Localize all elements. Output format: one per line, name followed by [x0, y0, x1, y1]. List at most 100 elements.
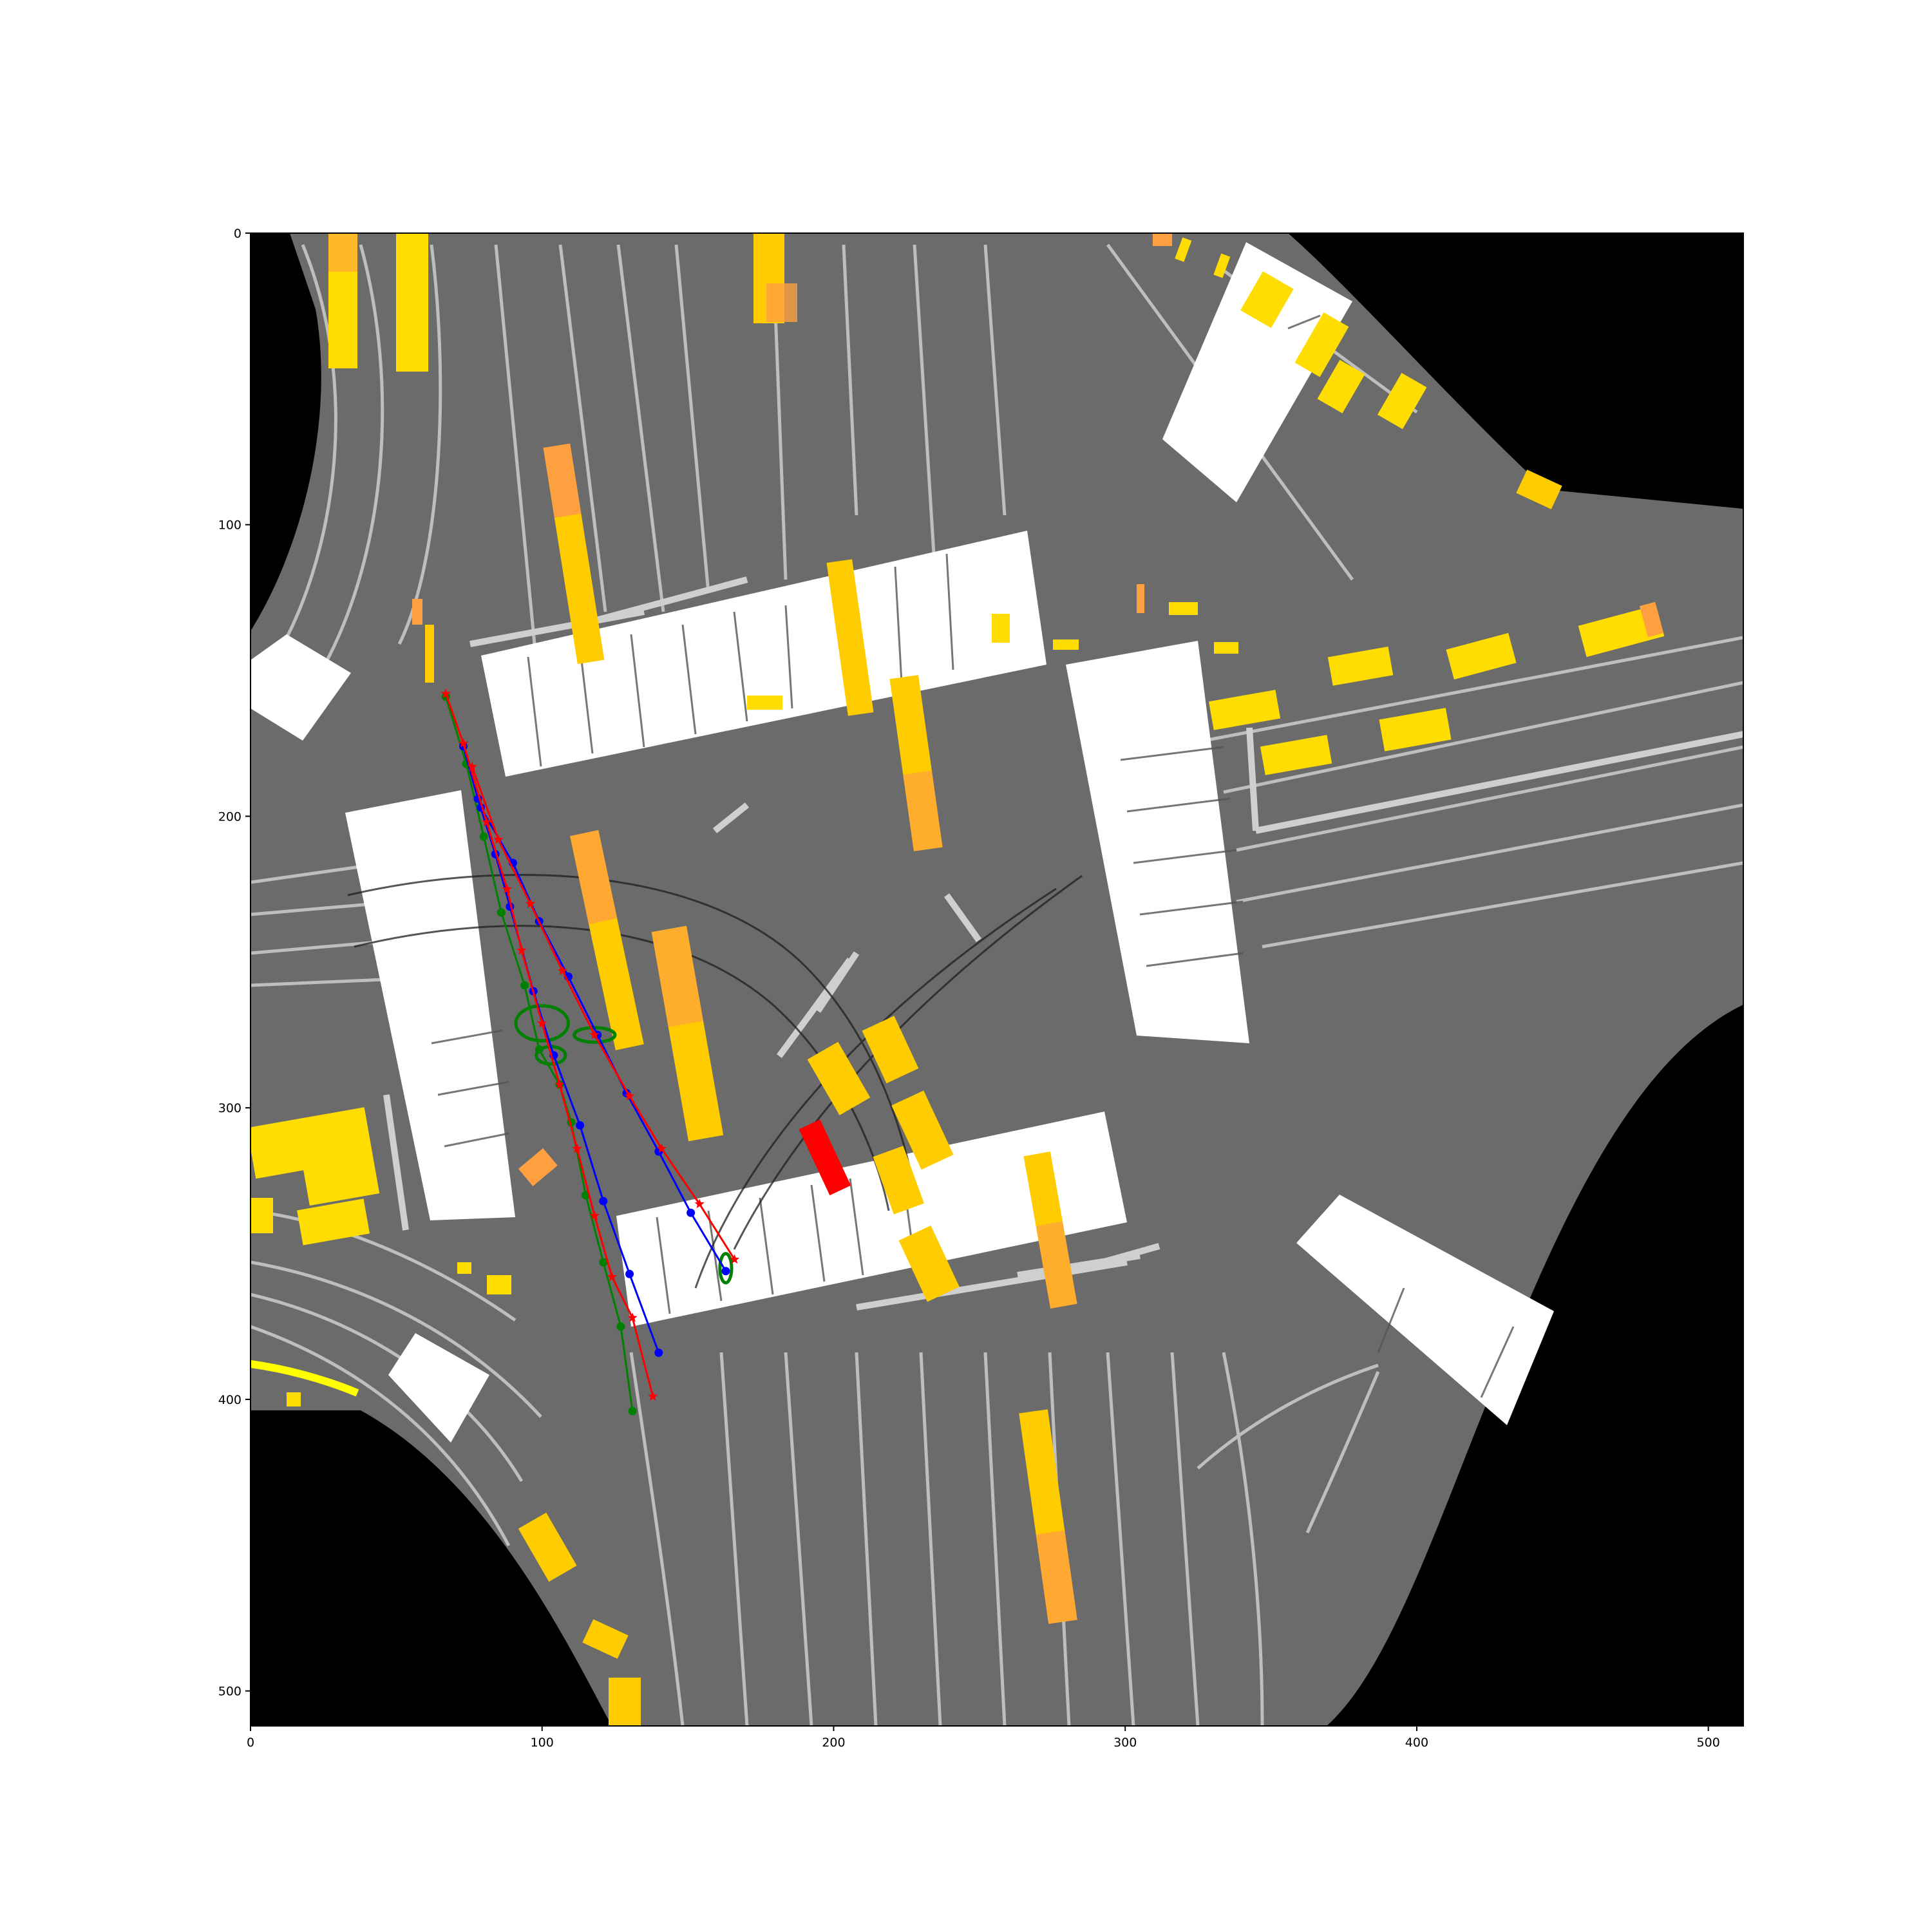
curbs [383, 576, 1743, 1311]
y-tick-label: 400 [218, 1393, 242, 1407]
trajectory-point-star [729, 1254, 740, 1264]
agent-box [412, 599, 422, 625]
trajectory-line [444, 693, 654, 1397]
agent-box [1260, 735, 1332, 775]
agent-box [807, 1041, 871, 1115]
trajectory-point-star [537, 1018, 547, 1028]
yellow-curb [251, 1360, 359, 1397]
y-tick-label: 100 [218, 518, 242, 533]
trajectory-point-star [502, 884, 512, 894]
agent-box [1169, 602, 1198, 615]
x-tick-label: 0 [247, 1736, 254, 1750]
agent-box [287, 1392, 301, 1406]
trajectory-point-star [516, 945, 527, 955]
trajectory-point-star [467, 761, 477, 771]
trajectory-series [440, 688, 740, 1416]
trajectory-point-star [627, 1312, 638, 1322]
agent-box [903, 770, 943, 851]
trajectory-point [576, 1121, 585, 1130]
x-tick-label: 400 [1405, 1736, 1428, 1750]
plot-frame [250, 232, 1744, 1727]
agent-box [1036, 1221, 1077, 1309]
agent-box [766, 283, 797, 322]
agent-box [303, 1156, 380, 1206]
trajectory-line [444, 696, 634, 1412]
trajectory-point-star [493, 834, 504, 844]
agent-box [1175, 237, 1192, 262]
trajectory-point-star [557, 965, 567, 975]
trajectory-point [479, 832, 488, 841]
agent-box [570, 829, 618, 925]
agent-box [651, 925, 703, 1027]
y-tick-label: 300 [218, 1101, 242, 1115]
trajectory-point-star [589, 1210, 600, 1220]
trajectory-point-star [554, 1079, 565, 1089]
x-axis: 0 100 200 300 400 500 [247, 1726, 1720, 1750]
agent-box [1294, 312, 1349, 377]
trajectory-point [721, 1267, 730, 1276]
trajectory-point-star [648, 1391, 658, 1401]
trajectory-point-star [572, 1143, 582, 1153]
uncertainty-ellipse [514, 1004, 570, 1043]
agent-box [992, 614, 1010, 643]
agent-box [251, 1198, 273, 1233]
trajectory-point-star [458, 738, 469, 748]
agent-box [1214, 642, 1238, 654]
agent-box [1153, 233, 1172, 246]
trajectory-point-star [482, 817, 492, 826]
agent-box [891, 1090, 954, 1170]
agent-box [251, 1107, 374, 1179]
trajectory-point [599, 1197, 608, 1206]
trajectory-point-star [694, 1198, 705, 1209]
agent-box [396, 233, 428, 372]
trajectory-point [616, 1322, 625, 1331]
trajectory-point [599, 1258, 608, 1267]
agent-box [1137, 584, 1144, 613]
agent-box [747, 696, 782, 710]
trajectory-point [654, 1349, 663, 1357]
x-tick-label: 300 [1113, 1736, 1137, 1750]
y-axis: 0 100 200 300 400 500 [218, 227, 251, 1699]
agent-box [1327, 646, 1394, 686]
agent-box [1516, 469, 1562, 509]
agent-box [826, 559, 874, 716]
agent-box [487, 1275, 511, 1294]
lane-lines [251, 243, 1743, 1726]
trajectory-point-star [589, 1030, 600, 1039]
x-tick-label: 100 [531, 1736, 554, 1750]
trajectory-point-star [607, 1271, 617, 1282]
agent-box [518, 1512, 577, 1582]
agent-box [1053, 639, 1079, 650]
agent-box [582, 1619, 629, 1659]
agent-box [543, 443, 582, 518]
agent-box [1208, 690, 1281, 730]
turning-paths [347, 874, 1083, 1289]
y-tick-label: 200 [218, 810, 242, 824]
ego-vehicle-layer [799, 1119, 851, 1196]
agent-box [328, 233, 357, 272]
agent-box [518, 1148, 558, 1186]
agent-box [898, 1226, 960, 1302]
agent-box [297, 1198, 370, 1245]
agents [251, 233, 1665, 1726]
agent-box [1240, 271, 1294, 328]
trajectory-point [535, 1045, 544, 1054]
agent-box [1317, 359, 1365, 413]
y-tick-label: 0 [234, 227, 242, 241]
agent-box [873, 1146, 924, 1215]
trajectory-point-star [440, 688, 451, 698]
trajectory-point-star [624, 1091, 635, 1101]
agent-box [1446, 632, 1517, 680]
trajectory-point-star [656, 1143, 667, 1153]
x-tick-label: 500 [1697, 1736, 1720, 1750]
agent-box [1377, 372, 1427, 430]
y-tick-label: 500 [218, 1685, 242, 1699]
agent-box [1036, 1530, 1077, 1624]
agent-box [862, 1016, 919, 1084]
trajectory-point [625, 1269, 634, 1278]
agent-box [1379, 708, 1452, 752]
agent-box [609, 1678, 641, 1726]
x-tick-label: 200 [822, 1736, 845, 1750]
agent-box [457, 1262, 471, 1274]
